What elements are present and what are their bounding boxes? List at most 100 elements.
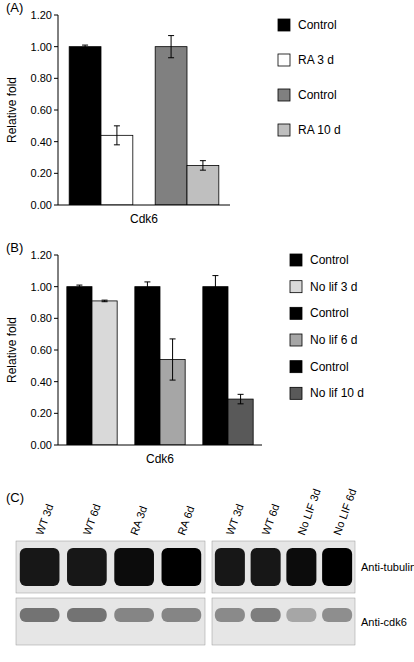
lane-label: No LIF 6d (331, 487, 359, 537)
legend-swatch (278, 54, 290, 66)
band (322, 548, 352, 586)
panel-label: (B) (6, 240, 23, 255)
band (162, 548, 202, 586)
bar (69, 47, 101, 205)
band (215, 608, 245, 622)
band (20, 608, 60, 622)
y-tick (54, 350, 58, 351)
y-tick-label: 1.00 (31, 41, 52, 53)
y-tick (54, 173, 58, 174)
panel-label: (C) (6, 490, 24, 505)
error-bar (212, 276, 218, 298)
band (322, 608, 352, 622)
bar-chart: (A) Relative fold 0.00 0.20 0.40 0.60 0.80 1.00… (5, 0, 341, 226)
bar (101, 135, 133, 205)
x-axis (58, 205, 230, 206)
bar (187, 165, 219, 205)
y-axis-label: Relative fold (5, 77, 19, 143)
band (251, 608, 281, 622)
legend-label: No lif 6 d (310, 333, 357, 347)
error-bar (238, 394, 244, 404)
y-tick (54, 46, 58, 47)
lane-label: RA 6d (175, 504, 197, 536)
band (20, 548, 60, 586)
y-tick-label: 0.40 (31, 376, 52, 388)
lane-label: RA 3d (128, 504, 150, 536)
blot-strip (212, 598, 355, 645)
y-tick (54, 445, 58, 446)
blot-strip (16, 541, 205, 593)
legend: Control No lif 3 d Control No lif 6 d Contro… (290, 253, 364, 400)
legend-label: Control (310, 360, 349, 374)
y-tick-label: 0.40 (31, 136, 52, 148)
lane-label: No LIF 3d (295, 487, 323, 537)
legend-swatch (290, 281, 302, 293)
legend-label: Control (298, 88, 337, 102)
y-tick (54, 381, 58, 382)
y-tick (54, 141, 58, 142)
x-tick-label: Cdk6 (130, 212, 158, 226)
legend-label: No lif 10 d (310, 386, 364, 400)
y-tick (54, 255, 58, 256)
error-bar (144, 282, 150, 292)
panel-label: (A) (6, 0, 23, 15)
legend: Control RA 3 d Control RA 10 d (278, 18, 341, 137)
y-tick-label: 0.80 (31, 312, 52, 324)
western-blot: (C)WT 3dWT 6dRA 3dRA 6dWT 3dWT 6dNo LIF … (6, 487, 414, 645)
legend-swatch (290, 361, 302, 373)
bar (155, 47, 187, 205)
y-tick-label: 0.00 (31, 439, 52, 451)
legend-label: No lif 3 d (310, 280, 357, 294)
error-bar (76, 285, 82, 288)
band (162, 608, 202, 622)
lane-label: WT 6d (259, 502, 281, 536)
figure: (A) Relative fold 0.00 0.20 0.40 0.60 0.80 1.00… (0, 0, 414, 662)
bar (228, 399, 253, 445)
y-tick (54, 413, 58, 414)
y-tick-label: 0.60 (31, 104, 52, 116)
y-tick (54, 15, 58, 16)
bar (135, 287, 160, 445)
band (286, 548, 316, 586)
legend-label: Control (310, 253, 349, 267)
legend-swatch (278, 124, 290, 136)
legend-label: RA 3 d (298, 53, 334, 67)
y-tick-label: 0.00 (31, 199, 52, 211)
legend-label: RA 10 d (298, 123, 341, 137)
legend-swatch (278, 19, 290, 31)
blot-strip (16, 598, 205, 645)
lane-label: WT 3d (223, 502, 245, 536)
legend-label: Control (298, 18, 337, 32)
x-tick-label: Cdk6 (146, 452, 174, 466)
row-label: Anti-tubulin (361, 561, 414, 573)
error-bar (82, 45, 88, 48)
legend-swatch (290, 387, 302, 399)
legend-swatch (290, 334, 302, 346)
bar-chart: (B)Relative fold0.000.200.400.600.801.00… (5, 240, 364, 466)
y-tick (54, 78, 58, 79)
bar (92, 301, 117, 445)
band (286, 608, 316, 622)
band (251, 548, 281, 586)
y-tick-label: 1.20 (31, 249, 52, 261)
y-tick (54, 286, 58, 287)
y-tick-label: 0.20 (31, 167, 52, 179)
bar (67, 287, 92, 445)
legend-label: Control (310, 306, 349, 320)
legend-swatch (278, 89, 290, 101)
x-axis (58, 445, 262, 446)
y-tick (54, 205, 58, 206)
bars (67, 276, 253, 445)
error-bar (170, 339, 176, 380)
band (114, 608, 154, 622)
band (67, 548, 107, 586)
error-bar (200, 161, 206, 171)
bar (203, 287, 228, 445)
band (67, 608, 107, 622)
y-tick-label: 0.20 (31, 407, 52, 419)
y-tick-label: 1.00 (31, 281, 52, 293)
y-tick (54, 110, 58, 111)
y-tick-label: 0.80 (31, 72, 52, 84)
error-bar (114, 126, 120, 145)
y-tick (54, 318, 58, 319)
